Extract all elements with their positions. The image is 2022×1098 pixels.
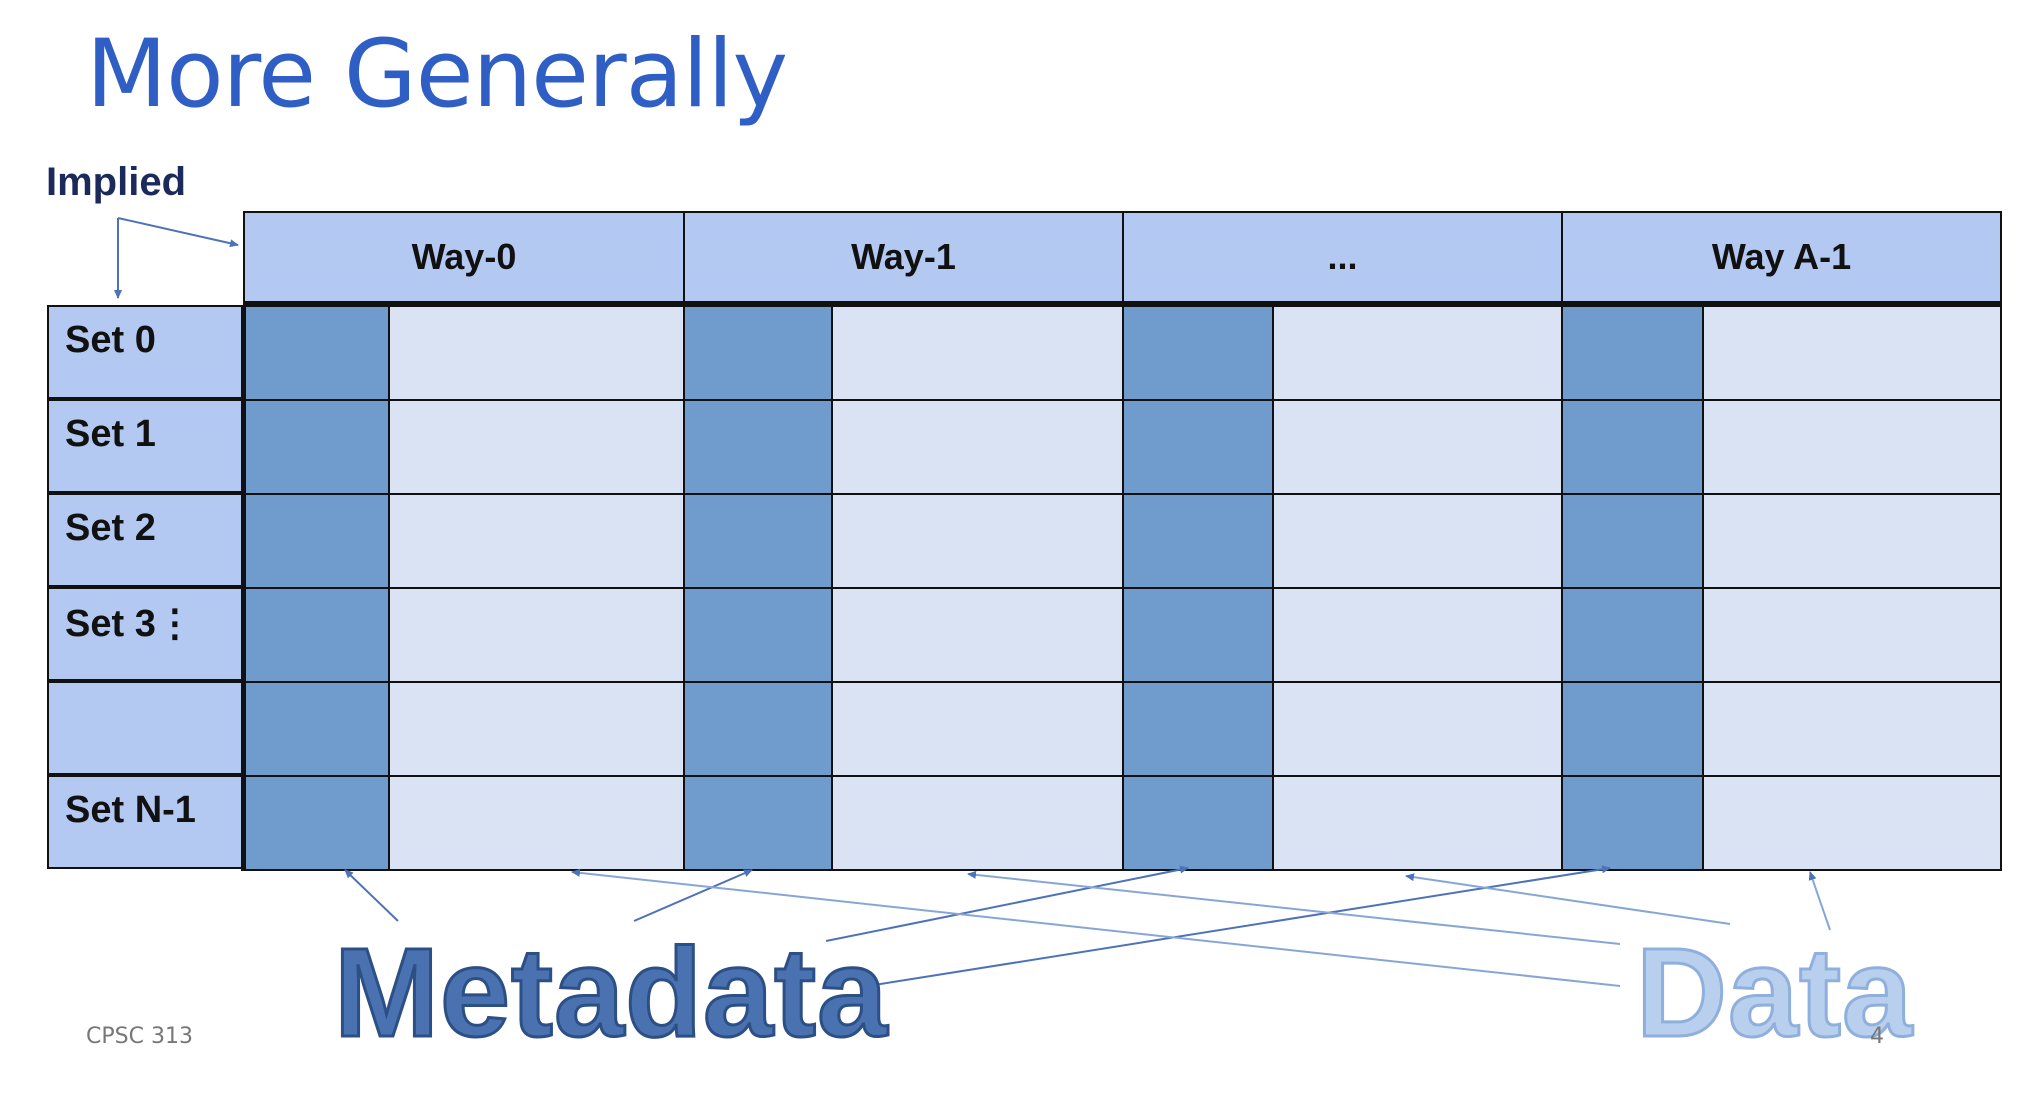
data-cell — [1272, 587, 1563, 683]
data-cell — [1272, 775, 1563, 871]
data-label: Data — [1634, 921, 1914, 1065]
set-label: Set 1 — [47, 399, 243, 493]
set-divider — [241, 305, 246, 871]
data-cell — [388, 775, 685, 871]
data-cell — [388, 399, 685, 495]
data-cell — [831, 305, 1124, 401]
data-cell — [831, 775, 1124, 871]
set-label — [47, 681, 243, 775]
slide-title: More Generally — [86, 20, 788, 129]
data-arrow — [967, 870, 1621, 945]
metadata-label: Metadata — [332, 921, 889, 1065]
metadata-cell — [1122, 399, 1274, 495]
metadata-cell — [683, 775, 833, 871]
data-cell — [1702, 587, 2002, 683]
metadata-cell — [1122, 681, 1274, 777]
metadata-arrow — [825, 865, 1189, 942]
metadata-cell — [1561, 681, 1704, 777]
data-cell — [831, 399, 1124, 495]
page-number: 4 — [1870, 1024, 1884, 1049]
data-cell — [1272, 681, 1563, 777]
data-arrow — [571, 868, 1621, 987]
data-arrow — [1405, 873, 1731, 925]
data-cell — [388, 587, 685, 683]
metadata-cell — [243, 681, 390, 777]
set-label: Set N-1 — [47, 775, 243, 869]
data-cell — [1702, 493, 2002, 589]
implied-label: Implied — [46, 160, 187, 204]
set-label: Set 0 — [47, 305, 243, 399]
metadata-arrow — [633, 869, 753, 922]
metadata-cell — [1561, 399, 1704, 495]
data-cell — [388, 681, 685, 777]
metadata-cell — [243, 493, 390, 589]
metadata-cell — [683, 493, 833, 589]
way-header: Way-1 — [683, 211, 1124, 303]
metadata-cell — [1122, 775, 1274, 871]
data-cell — [388, 305, 685, 401]
footer-course: CPSC 313 — [86, 1024, 193, 1049]
way-header: Way A-1 — [1561, 211, 2002, 303]
set-label: Set 3⋮ — [47, 587, 243, 681]
metadata-cell — [1561, 775, 1704, 871]
data-cell — [388, 493, 685, 589]
data-cell — [1272, 399, 1563, 495]
implied-arrow-to-ways — [117, 217, 239, 248]
metadata-arrow — [344, 869, 399, 922]
metadata-arrow — [867, 865, 1611, 987]
metadata-cell — [683, 587, 833, 683]
data-arrow — [1808, 871, 1831, 931]
metadata-cell — [243, 775, 390, 871]
header-divider — [243, 302, 2002, 307]
data-cell — [1702, 775, 2002, 871]
